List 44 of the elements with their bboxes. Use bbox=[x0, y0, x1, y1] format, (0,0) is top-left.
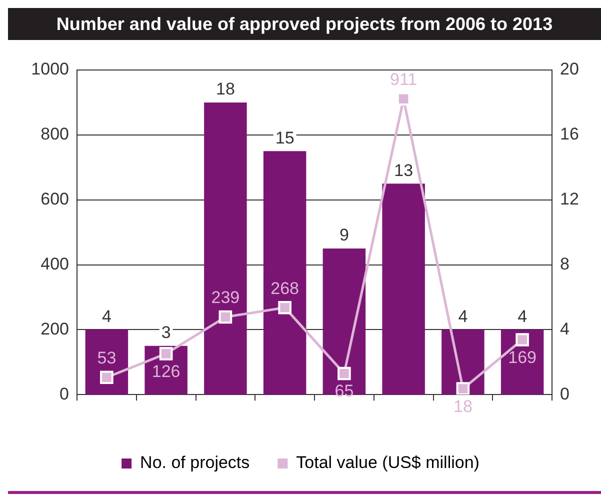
y2-tick-label: 12 bbox=[560, 190, 579, 209]
y-tick-label: 600 bbox=[40, 190, 69, 209]
y-tick-label: 0 bbox=[60, 384, 69, 404]
point bbox=[100, 370, 114, 384]
point bbox=[456, 382, 470, 395]
data-label: 4 bbox=[458, 306, 468, 326]
data-label: 4 bbox=[102, 306, 112, 326]
chart-title: Number and value of approved projects from 2006 to 2013 bbox=[8, 8, 601, 40]
data-label: 126 bbox=[152, 362, 180, 381]
point bbox=[159, 347, 173, 360]
bar bbox=[500, 330, 544, 395]
data-label: 169 bbox=[508, 348, 536, 367]
legend-label: No. of projects bbox=[140, 453, 250, 472]
legend-label: Total value (US$ million) bbox=[296, 453, 480, 472]
bar bbox=[322, 248, 366, 395]
y2-tick-label: 16 bbox=[560, 124, 579, 144]
y2-tick-label: 4 bbox=[560, 319, 570, 338]
data-label: 15 bbox=[275, 128, 294, 148]
y2-tick-label: 0 bbox=[560, 384, 570, 404]
data-label: 13 bbox=[394, 160, 414, 180]
data-label: 53 bbox=[97, 348, 116, 368]
y2-tick-label: 8 bbox=[560, 254, 570, 274]
point bbox=[396, 92, 410, 106]
y-tick-label: 1000 bbox=[31, 60, 69, 79]
bar bbox=[204, 102, 247, 395]
point bbox=[516, 333, 529, 346]
y-tick-label: 800 bbox=[40, 124, 69, 144]
y-tick-label: 400 bbox=[40, 254, 69, 274]
y-tick-label: 200 bbox=[40, 319, 69, 338]
point bbox=[278, 300, 292, 314]
bar bbox=[85, 330, 128, 395]
data-label: 18 bbox=[453, 396, 472, 416]
data-label: 268 bbox=[270, 278, 299, 298]
data-label: 9 bbox=[339, 226, 349, 245]
y2-tick-label: 20 bbox=[560, 60, 579, 79]
point bbox=[218, 310, 232, 324]
data-label: 911 bbox=[390, 70, 418, 90]
data-label: 18 bbox=[216, 80, 235, 99]
point bbox=[338, 366, 351, 380]
bar bbox=[263, 151, 306, 395]
data-label: 3 bbox=[161, 323, 171, 342]
bar bbox=[382, 184, 425, 395]
data-label: 4 bbox=[518, 306, 528, 326]
data-label: 239 bbox=[211, 288, 240, 308]
